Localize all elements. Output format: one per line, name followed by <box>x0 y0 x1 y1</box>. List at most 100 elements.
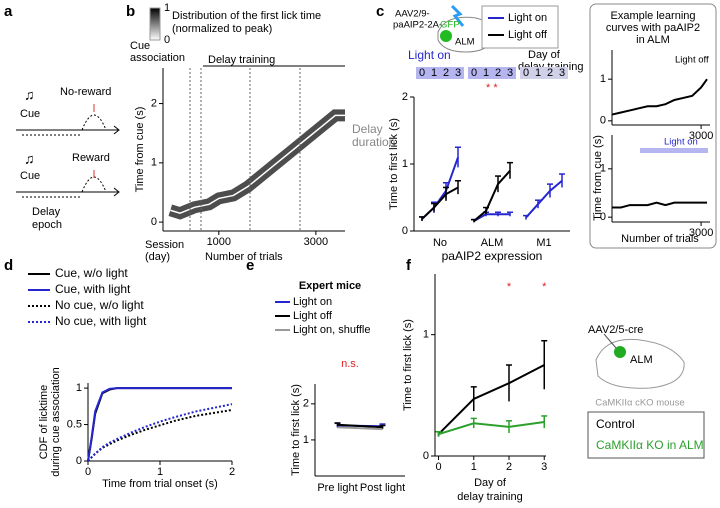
y-tick-label: 0 <box>600 211 606 223</box>
brain-schematic <box>595 333 685 389</box>
y-tick-label: 1 <box>151 157 157 169</box>
y-tick-label: 0 <box>76 455 82 467</box>
x-tick-label: 3000 <box>689 130 713 142</box>
y-tick-label: 1 <box>600 73 606 85</box>
series-line <box>421 186 459 220</box>
label: * * <box>486 82 498 94</box>
x-axis-label: paAIP2 expression <box>442 249 543 263</box>
series-line <box>473 213 510 222</box>
day-label: 3 <box>507 67 513 79</box>
inset-box <box>589 3 717 249</box>
x-axis-label: Time from trial onset (s) <box>102 478 218 490</box>
y-tick-label: 2 <box>303 398 309 410</box>
legend-label: Light on <box>508 12 547 24</box>
y-axis-label: Time from cue (s) <box>134 107 146 193</box>
annotation: * <box>542 281 547 293</box>
inset-title: Example learning <box>611 10 696 22</box>
series-line <box>437 364 545 435</box>
brain-schematic <box>437 4 495 53</box>
legend-box <box>481 5 559 49</box>
annotation: Delay <box>352 122 383 136</box>
label: ALM <box>630 354 653 366</box>
x-tick-label: M1 <box>536 237 551 249</box>
series-line <box>612 201 708 209</box>
x-tick-label: 1000 <box>207 236 231 248</box>
annotation: Light on <box>664 137 698 148</box>
y-axis-label: Time to first lick (s) <box>388 118 400 210</box>
x-axis-label: Number of trials <box>205 251 283 263</box>
legend-label: Cue, w/o light <box>55 266 128 280</box>
label: GFP <box>440 20 460 31</box>
legend-label: Control <box>596 417 635 431</box>
x-axis-label: delay training <box>457 491 522 503</box>
y-tick-label: 1 <box>76 382 82 394</box>
annotation: * <box>507 281 512 293</box>
x-axis-label: Number of trials <box>621 233 699 245</box>
day-box <box>416 67 464 79</box>
day-label: 1 <box>431 67 437 79</box>
chart-title: Distribution of the first lick time <box>172 10 321 22</box>
label: CaMKIIα cKO mouse <box>595 398 684 409</box>
y-tick-label: 0 <box>151 216 157 228</box>
label: paAIP2-2A- <box>393 20 442 31</box>
y-axis-label: CDF of licktime <box>38 385 50 460</box>
day-box <box>468 67 516 79</box>
legend-label: No cue, with light <box>55 314 147 328</box>
y-tick-label: 0.5 <box>67 418 82 430</box>
label: No-reward <box>60 86 111 98</box>
label: Cue <box>20 108 40 120</box>
colorbar-tick-label: 0 <box>164 34 170 46</box>
x-tick-label: Post light <box>360 482 405 494</box>
label: Day of <box>528 49 561 61</box>
legend-box <box>587 411 705 459</box>
series-line <box>337 426 383 431</box>
y-tick-label: 1 <box>423 329 429 341</box>
svg-text:♫: ♫ <box>24 151 35 167</box>
series-line <box>473 170 511 222</box>
series-line <box>611 78 708 116</box>
label: ALM <box>455 37 475 48</box>
panel-label: b <box>126 3 135 20</box>
day-label: 2 <box>443 67 449 79</box>
y-axis-label: Time to first lick (s) <box>290 384 302 476</box>
day-label: 2 <box>547 67 553 79</box>
y-tick-label: 0 <box>600 115 606 127</box>
y-tick-label: 0 <box>402 225 408 237</box>
legend-label: Light on, shuffle <box>293 324 370 336</box>
x-tick-label: Pre light <box>317 482 357 494</box>
x-tick-label: 1 <box>471 461 477 473</box>
y-tick-label: 2 <box>402 91 408 103</box>
series-line <box>438 421 545 436</box>
y-axis-label: Time to first lick (s) <box>402 319 414 411</box>
series-line <box>170 114 345 215</box>
series-line <box>525 179 563 219</box>
annotation: Light off <box>675 55 709 66</box>
day-label: 0 <box>419 67 425 79</box>
label: epoch <box>32 219 62 231</box>
light-bar <box>640 148 708 153</box>
legend-label: Light off <box>293 310 333 322</box>
annotation: (day) <box>145 251 170 263</box>
annotation: n.s. <box>341 358 359 370</box>
day-label: 1 <box>483 67 489 79</box>
label: Reward <box>72 152 110 164</box>
x-tick-label: 3000 <box>304 236 328 248</box>
day-label: 1 <box>535 67 541 79</box>
x-axis-label: Day of <box>474 477 507 489</box>
x-tick-label: 2 <box>229 466 235 478</box>
panel-label: f <box>406 257 412 274</box>
series-line <box>87 408 233 462</box>
x-tick-label: 2 <box>506 461 512 473</box>
x-tick-label: ALM <box>481 237 504 249</box>
heatmap-band <box>168 109 345 220</box>
colorbar <box>149 7 161 41</box>
panel-label: d <box>4 257 13 274</box>
day-label: 3 <box>559 67 565 79</box>
inset-title: curves with paAIP2 <box>606 22 700 34</box>
y-axis-label: during cue association <box>50 367 62 476</box>
annotation: duration <box>352 135 395 149</box>
legend-label: CaMKIIα KO in ALM <box>596 438 704 452</box>
inset-title: in ALM <box>636 34 670 46</box>
panel-label: e <box>246 257 254 274</box>
